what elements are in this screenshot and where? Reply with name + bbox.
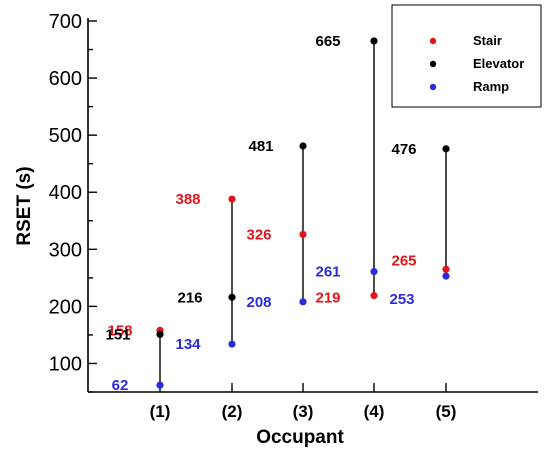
legend-label-elevator: Elevator [473,56,524,71]
y-tick-label: 600 [49,68,82,90]
data-label-stair: 219 [315,290,340,307]
data-point-elevator [228,293,236,301]
x-tick-label: (4) [364,402,385,421]
data-label-ramp: 253 [389,291,414,308]
data-point-ramp [156,381,164,389]
y-tick-label: 100 [49,353,82,375]
data-label-elevator: 665 [315,33,340,50]
data-point-stair [228,195,236,203]
data-label-stair: 388 [175,191,200,208]
data-label-ramp: 134 [175,336,201,353]
legend-marker-stair [429,37,437,45]
data-point-stair [370,291,378,300]
data-label-elevator: 151 [105,326,130,343]
y-tick-label: 300 [49,239,82,261]
legend-marker-ramp [429,83,437,91]
legend-label-ramp: Ramp [473,79,509,94]
x-axis-title: Occupant [256,427,344,448]
data-point-ramp [228,340,236,348]
data-point-ramp [299,298,307,306]
legend-box [391,4,542,108]
data-label-stair: 158 [107,322,132,339]
x-tick-label: (2) [222,402,243,421]
data-point-elevator [442,145,450,153]
range-lines [159,40,447,386]
legend: Stair Elevator Ramp [391,4,542,108]
data-point-ramp [442,272,450,280]
data-labels: 158 388 326 219 265 151 216 481 665 476 62 134 208 26… [105,33,416,394]
data-label-ramp: 261 [315,264,340,281]
data-point-elevator [299,142,307,150]
x-tick-label: (5) [436,402,457,421]
y-tick-label: 700 [49,11,82,33]
data-label-elevator: 481 [248,138,273,155]
data-point-elevator [156,330,164,338]
data-label-stair: 265 [391,252,416,269]
data-label-elevator: 216 [177,289,202,306]
axes: 100 200 300 400 500 600 700 (1) (2) (3) (4) (5) Occu… [14,11,538,448]
data-point-stair [442,265,450,273]
x-tick-label: (3) [293,402,314,421]
data-label-elevator: 476 [391,141,416,158]
y-tick-label: 500 [49,125,82,147]
y-axis-title: RSET (s) [14,166,35,245]
x-tick-label: (1) [150,402,171,421]
legend-marker-elevator [429,60,437,68]
data-label-ramp: 62 [112,377,129,394]
data-label-stair: 326 [246,226,271,243]
data-label-ramp: 208 [246,294,271,311]
data-point-stair [299,230,307,239]
legend-label-stair: Stair [473,33,502,48]
y-tick-label: 200 [49,296,82,318]
y-tick-label: 400 [49,182,82,204]
data-points [156,37,450,389]
data-point-ramp [370,267,378,276]
data-point-elevator [370,37,378,45]
